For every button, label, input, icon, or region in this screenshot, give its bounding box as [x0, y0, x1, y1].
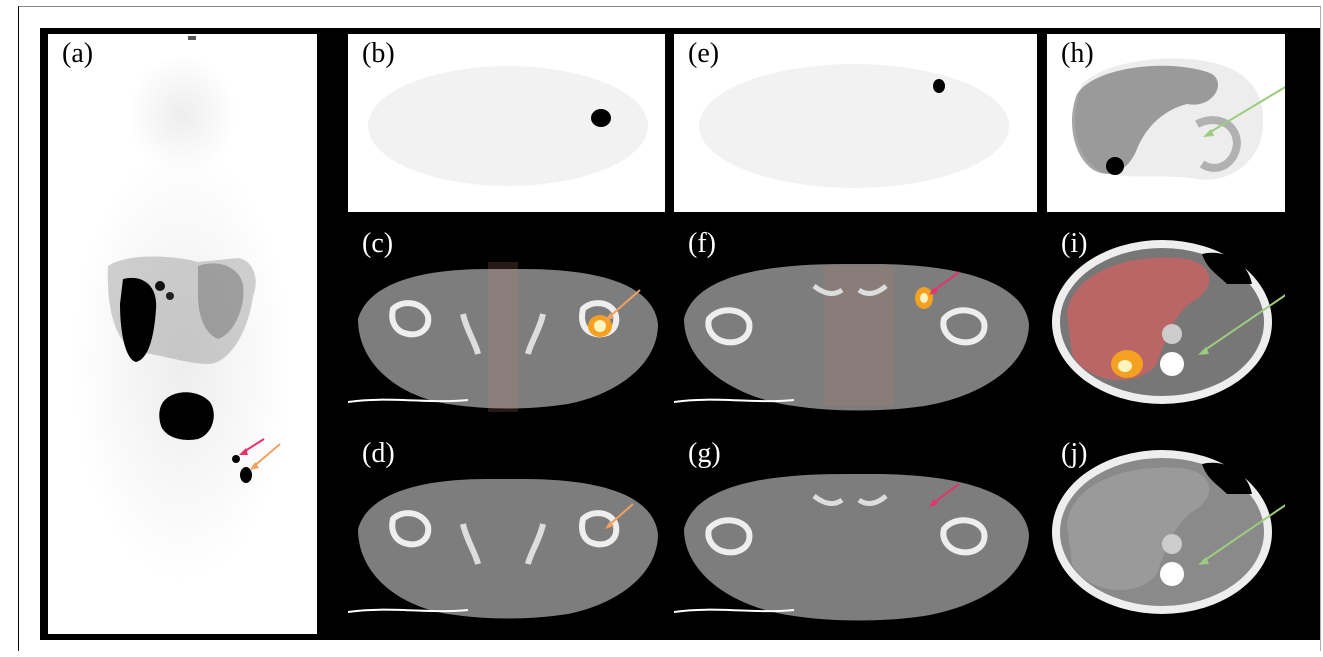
panel-e-pet-axial: (e)	[674, 34, 1037, 212]
panel-d-ct: (d)	[348, 434, 665, 634]
ct-abdomen-image	[1052, 450, 1285, 614]
figure-frame	[18, 6, 1321, 651]
panel-label-g: (g)	[688, 438, 721, 469]
panel-label-e: (e)	[688, 38, 720, 69]
pet-axial-image	[368, 66, 648, 186]
pet-axial-image	[1072, 58, 1285, 180]
ct-pelvis-fusion-image	[674, 264, 1029, 411]
panel-a-pet-mip: (a)	[48, 34, 317, 634]
pet-mip-image	[72, 36, 292, 584]
panel-c-petct-fusion: (c)	[348, 224, 665, 424]
panel-label-b: (b)	[362, 38, 395, 69]
panel-j-ct: (j)	[1047, 434, 1285, 634]
ct-abdomen-fusion-image	[1052, 240, 1285, 404]
ct-pelvis-image	[348, 479, 658, 619]
panel-label-c: (c)	[362, 228, 394, 259]
panel-label-i: (i)	[1061, 228, 1088, 259]
panel-label-h: (h)	[1061, 38, 1094, 69]
panel-b-pet-axial: (b)	[348, 34, 665, 212]
panel-i-petct-fusion: (i)	[1047, 224, 1285, 424]
pet-axial-image	[699, 64, 1009, 188]
panel-f-petct-fusion: (f)	[674, 224, 1037, 424]
ct-pelvis-fusion-image	[348, 262, 658, 412]
panel-label-f: (f)	[688, 228, 716, 259]
panel-label-d: (d)	[362, 438, 395, 469]
panel-g-ct: (g)	[674, 434, 1037, 634]
panel-h-pet-axial: (h)	[1047, 34, 1285, 212]
panel-label-j: (j)	[1061, 438, 1088, 469]
ct-pelvis-image	[674, 474, 1029, 621]
panel-label-a: (a)	[62, 38, 94, 69]
medical-figure: (a) (b) (e) (h)	[40, 28, 1320, 640]
